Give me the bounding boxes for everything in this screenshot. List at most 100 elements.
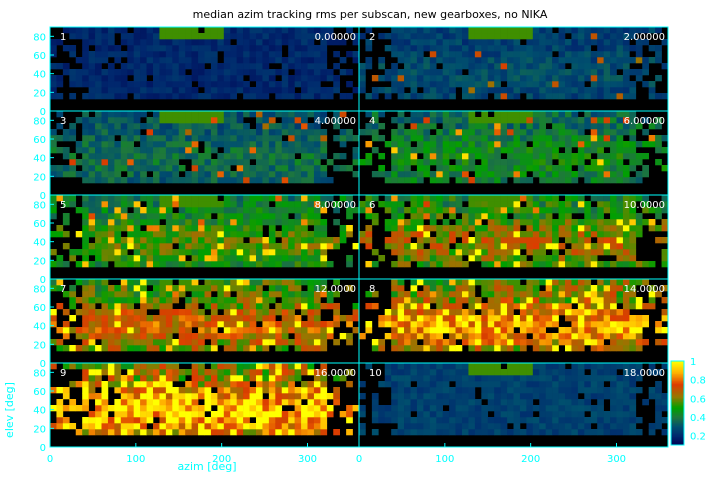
heat-cell [95, 255, 102, 262]
heat-cell [423, 39, 431, 46]
heat-cell [243, 369, 250, 376]
heat-cell [648, 363, 656, 370]
heat-cell [507, 411, 514, 418]
heat-cell [69, 255, 77, 262]
heat-cell [436, 87, 443, 94]
heat-cell [120, 261, 128, 268]
heat-cell [249, 39, 257, 46]
heat-cell [391, 399, 398, 406]
heat-cell [507, 321, 514, 328]
heat-cell [88, 393, 96, 400]
heat-cell [436, 255, 443, 262]
heat-cell [262, 51, 270, 58]
heat-cell [140, 405, 147, 412]
heat-cell [397, 153, 405, 160]
heat-cell [223, 231, 231, 238]
heat-cell [558, 339, 566, 346]
heat-cell [391, 393, 398, 400]
heat-cell [616, 417, 624, 424]
heat-cell [165, 327, 173, 334]
heat-cell [262, 159, 270, 166]
heat-cell [88, 429, 96, 436]
heat-cell [268, 135, 276, 142]
heat-cell [539, 369, 546, 376]
heat-cell [410, 81, 418, 88]
heat-cell [616, 429, 624, 436]
heat-cell [590, 255, 598, 262]
heat-cell [416, 27, 424, 34]
heat-cell [165, 39, 173, 46]
heat-cell [558, 171, 566, 178]
heat-cell [642, 339, 649, 346]
heat-cell [140, 393, 147, 400]
heat-cell [198, 165, 205, 172]
heat-cell [88, 327, 96, 334]
heat-cell [185, 45, 192, 52]
heat-cell [603, 279, 611, 286]
heat-cell [642, 261, 649, 268]
heat-cell [590, 57, 598, 64]
heat-cell [301, 291, 308, 298]
heat-cell [140, 45, 147, 52]
heat-cell [140, 177, 147, 184]
heat-cell [204, 117, 212, 124]
heat-cell [474, 411, 482, 418]
heat-cell [217, 81, 225, 88]
heat-cell [584, 171, 592, 178]
heat-cell [545, 261, 553, 268]
heat-cell [429, 423, 437, 430]
heat-cell [532, 153, 540, 160]
heat-cell [301, 57, 308, 64]
heat-cell [326, 159, 334, 166]
heat-cell [243, 255, 250, 262]
heat-cell [442, 141, 450, 148]
heat-cell [275, 399, 283, 406]
heat-cell [185, 57, 192, 64]
heat-cell [597, 261, 604, 268]
heat-cell [468, 207, 476, 214]
heat-cell [204, 393, 212, 400]
heat-cell [436, 405, 443, 412]
heat-cell [165, 33, 173, 40]
heat-cell [82, 123, 89, 130]
heat-cell [288, 285, 295, 292]
heat-cell [249, 339, 257, 346]
heat-cell [436, 279, 443, 286]
heat-cell [159, 399, 167, 406]
heat-cell [539, 213, 546, 220]
heat-cell [462, 261, 469, 268]
heat-cell [468, 423, 476, 430]
heat-cell [487, 375, 495, 382]
heat-cell [107, 291, 115, 298]
heat-cell [127, 213, 134, 220]
heat-cell [468, 75, 476, 82]
heat-cell [159, 369, 167, 376]
heat-cell [88, 231, 96, 238]
heat-cell [230, 321, 237, 328]
heat-cell [159, 327, 167, 334]
heat-cell [230, 255, 237, 262]
heat-cell [449, 339, 456, 346]
heat-cell [532, 249, 540, 256]
heat-cell [172, 213, 180, 220]
heat-cell [262, 177, 270, 184]
heat-cell [481, 429, 489, 436]
heat-cell [217, 237, 225, 244]
heat-cell [416, 51, 424, 58]
heat-cell [281, 375, 289, 382]
heat-cell [545, 291, 553, 298]
heat-cell [346, 255, 353, 262]
heat-cell [140, 195, 147, 202]
heat-cell [577, 75, 585, 82]
heat-cell [571, 219, 579, 226]
heat-cell [301, 243, 308, 250]
heat-cell [474, 315, 482, 322]
heat-cell [519, 369, 527, 376]
heat-cell [333, 315, 340, 322]
heat-cell [320, 243, 328, 250]
heat-cell [436, 327, 443, 334]
heat-cell [436, 111, 443, 118]
heat-cell [230, 423, 237, 430]
heat-cell [642, 303, 649, 310]
heat-cell [256, 153, 263, 160]
